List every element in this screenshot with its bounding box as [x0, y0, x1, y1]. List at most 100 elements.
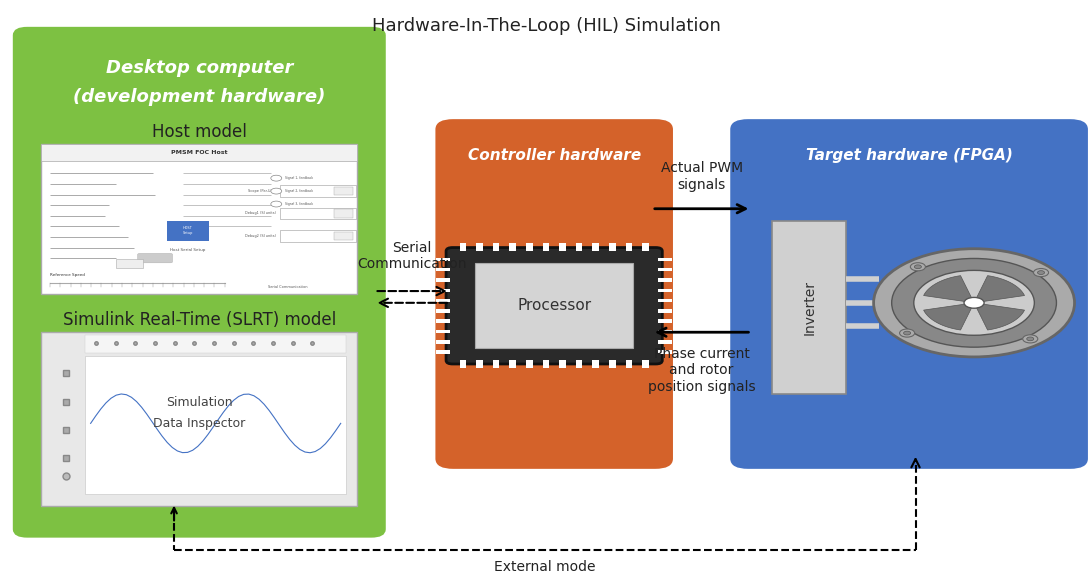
FancyBboxPatch shape — [657, 319, 672, 323]
FancyBboxPatch shape — [657, 278, 672, 282]
FancyBboxPatch shape — [436, 268, 450, 272]
Text: Reference Speed: Reference Speed — [50, 273, 85, 277]
Text: Scope (Per-Unit): Scope (Per-Unit) — [248, 189, 276, 193]
Polygon shape — [924, 276, 974, 303]
FancyBboxPatch shape — [436, 258, 450, 261]
Circle shape — [271, 188, 282, 194]
FancyBboxPatch shape — [509, 360, 515, 368]
FancyBboxPatch shape — [657, 309, 672, 313]
FancyBboxPatch shape — [116, 259, 143, 268]
Text: Debug2 (SI units): Debug2 (SI units) — [246, 234, 276, 238]
FancyBboxPatch shape — [436, 330, 450, 333]
FancyBboxPatch shape — [543, 360, 549, 368]
Text: Simulation: Simulation — [166, 396, 233, 409]
FancyBboxPatch shape — [167, 220, 209, 241]
FancyBboxPatch shape — [657, 289, 672, 292]
Circle shape — [914, 265, 922, 269]
FancyBboxPatch shape — [642, 360, 649, 368]
FancyBboxPatch shape — [526, 360, 533, 368]
Text: Serial
Communication: Serial Communication — [357, 240, 467, 271]
Text: PMSM FOC Host: PMSM FOC Host — [171, 150, 227, 155]
Text: Hardware-In-The-Loop (HIL) Simulation: Hardware-In-The-Loop (HIL) Simulation — [371, 18, 721, 35]
Circle shape — [964, 298, 984, 308]
Text: External mode: External mode — [494, 560, 595, 574]
Polygon shape — [974, 303, 1024, 330]
FancyBboxPatch shape — [41, 332, 357, 506]
Circle shape — [900, 329, 915, 337]
FancyBboxPatch shape — [436, 340, 450, 343]
Text: Data Inspector: Data Inspector — [153, 417, 246, 430]
FancyBboxPatch shape — [446, 248, 662, 364]
FancyBboxPatch shape — [626, 243, 632, 251]
Text: Phase current
and rotor
position signals: Phase current and rotor position signals — [648, 348, 756, 393]
Polygon shape — [924, 303, 974, 330]
FancyBboxPatch shape — [41, 144, 357, 294]
Circle shape — [271, 175, 282, 181]
Text: (development hardware): (development hardware) — [73, 88, 325, 106]
FancyBboxPatch shape — [334, 187, 353, 195]
Text: Signal 1, feedback: Signal 1, feedback — [285, 176, 313, 180]
FancyBboxPatch shape — [642, 243, 649, 251]
Circle shape — [271, 201, 282, 207]
Circle shape — [903, 331, 911, 335]
FancyBboxPatch shape — [138, 253, 173, 263]
Text: HOST
Setup: HOST Setup — [182, 226, 193, 235]
FancyBboxPatch shape — [280, 185, 356, 197]
FancyBboxPatch shape — [436, 299, 450, 302]
Circle shape — [1037, 270, 1045, 275]
Polygon shape — [974, 276, 1024, 303]
FancyBboxPatch shape — [460, 243, 466, 251]
FancyBboxPatch shape — [626, 360, 632, 368]
FancyBboxPatch shape — [436, 350, 450, 354]
FancyBboxPatch shape — [593, 360, 600, 368]
Text: Host Serial Setup: Host Serial Setup — [170, 248, 205, 252]
FancyBboxPatch shape — [609, 360, 616, 368]
FancyBboxPatch shape — [657, 340, 672, 343]
FancyBboxPatch shape — [437, 121, 672, 467]
FancyBboxPatch shape — [460, 360, 466, 368]
FancyBboxPatch shape — [475, 263, 633, 349]
FancyBboxPatch shape — [543, 243, 549, 251]
Circle shape — [1026, 337, 1034, 341]
FancyBboxPatch shape — [476, 243, 483, 251]
FancyBboxPatch shape — [334, 232, 353, 240]
FancyBboxPatch shape — [436, 278, 450, 282]
FancyBboxPatch shape — [436, 309, 450, 313]
Text: Inverter: Inverter — [803, 280, 816, 335]
Text: Processor: Processor — [518, 298, 591, 313]
FancyBboxPatch shape — [593, 243, 600, 251]
Circle shape — [874, 249, 1075, 357]
Text: Debug1 (SI units): Debug1 (SI units) — [246, 212, 276, 215]
Circle shape — [1033, 269, 1048, 276]
FancyBboxPatch shape — [609, 243, 616, 251]
FancyBboxPatch shape — [492, 243, 499, 251]
FancyBboxPatch shape — [657, 299, 672, 302]
FancyBboxPatch shape — [559, 243, 566, 251]
Text: Host model: Host model — [152, 123, 247, 141]
FancyBboxPatch shape — [41, 144, 357, 161]
FancyBboxPatch shape — [559, 360, 566, 368]
Text: Controller hardware: Controller hardware — [467, 148, 641, 163]
FancyBboxPatch shape — [280, 208, 356, 219]
FancyBboxPatch shape — [85, 335, 346, 353]
FancyBboxPatch shape — [657, 350, 672, 354]
Circle shape — [914, 270, 1034, 335]
FancyBboxPatch shape — [732, 121, 1087, 467]
FancyBboxPatch shape — [657, 330, 672, 333]
Circle shape — [892, 259, 1056, 347]
FancyBboxPatch shape — [492, 360, 499, 368]
FancyBboxPatch shape — [436, 319, 450, 323]
Text: Signal 2, feedback: Signal 2, feedback — [285, 189, 313, 193]
FancyBboxPatch shape — [575, 360, 582, 368]
Text: Actual PWM
signals: Actual PWM signals — [661, 161, 743, 192]
FancyBboxPatch shape — [334, 209, 353, 218]
Text: Signal 3, feedback: Signal 3, feedback — [285, 202, 313, 206]
Text: Target hardware (FPGA): Target hardware (FPGA) — [806, 148, 1012, 163]
Circle shape — [911, 263, 925, 271]
Circle shape — [1023, 335, 1037, 343]
Text: Simulink Real-Time (SLRT) model: Simulink Real-Time (SLRT) model — [62, 312, 336, 329]
FancyBboxPatch shape — [575, 243, 582, 251]
FancyBboxPatch shape — [476, 360, 483, 368]
Text: Desktop computer: Desktop computer — [106, 59, 293, 76]
FancyBboxPatch shape — [509, 243, 515, 251]
